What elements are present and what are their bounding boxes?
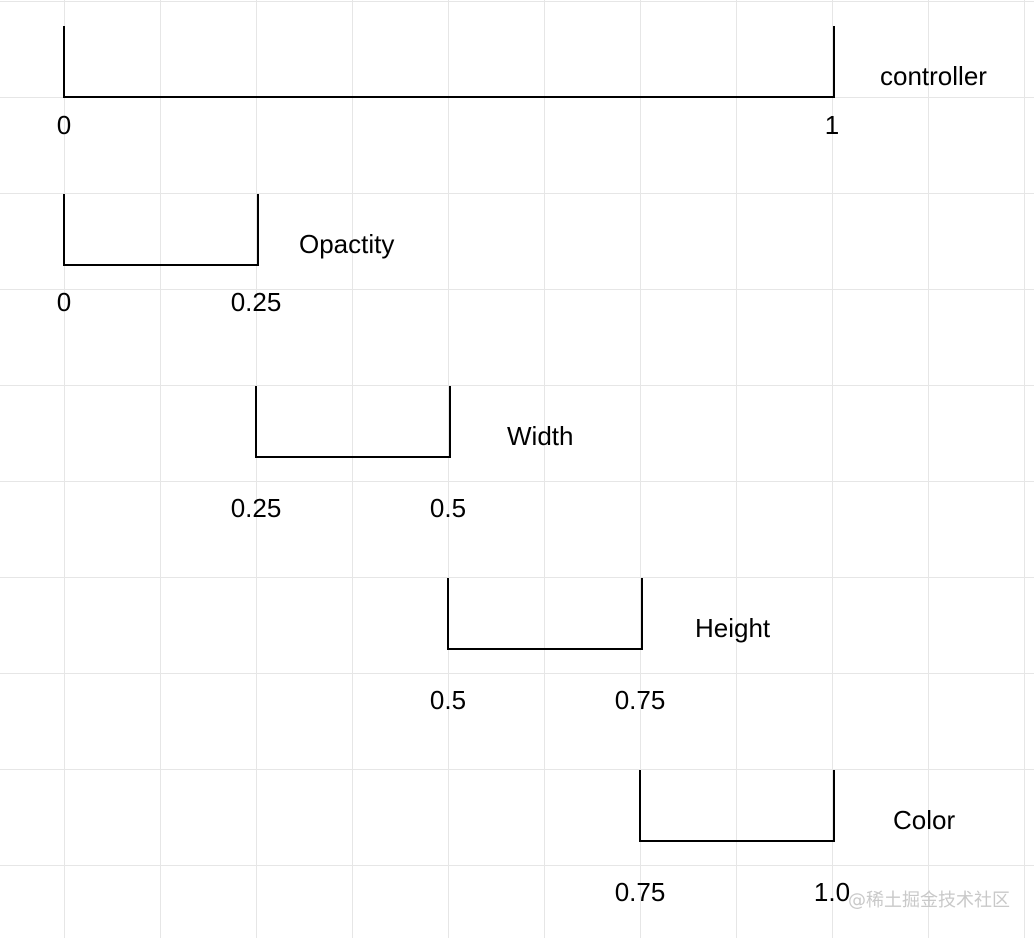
watermark: @稀土掘金技术社区 (848, 890, 1010, 911)
opacity-interval (63, 194, 259, 266)
height-start-tick: 0.5 (429, 685, 467, 715)
controller-end-tick: 1 (824, 110, 840, 140)
height-label: Height (695, 613, 771, 643)
height-interval (447, 578, 643, 650)
width-interval (255, 386, 451, 458)
height-end-tick: 0.75 (614, 685, 666, 715)
width-label: Width (507, 421, 574, 451)
opacity-label: Opactity (299, 229, 395, 259)
color-label: Color (893, 805, 956, 835)
color-start-tick: 0.75 (614, 877, 666, 907)
controller-interval (63, 26, 835, 98)
color-interval (639, 770, 835, 842)
color-end-tick: 1.0 (813, 877, 851, 907)
controller-label: controller (880, 61, 987, 91)
opacity-start-tick: 0 (56, 287, 72, 317)
opacity-end-tick: 0.25 (230, 287, 282, 317)
width-start-tick: 0.25 (230, 493, 282, 523)
controller-start-tick: 0 (56, 110, 72, 140)
width-end-tick: 0.5 (429, 493, 467, 523)
